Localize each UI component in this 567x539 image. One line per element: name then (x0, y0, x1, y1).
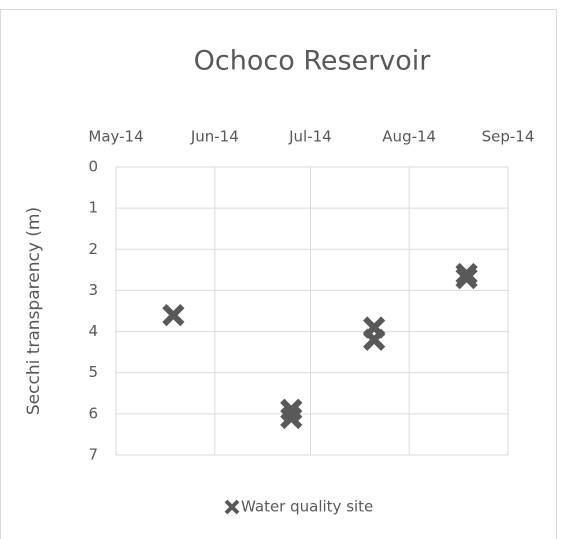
x-tick-label: Aug-14 (382, 128, 436, 146)
chart-title: Ochoco Reservoir (194, 46, 432, 77)
y-axis-label: Secchi transparency (m) (24, 207, 44, 415)
x-tick-label: Jul-14 (288, 128, 332, 146)
x-tick-label: Sep-14 (482, 128, 535, 146)
scatter-point (363, 328, 386, 351)
y-tick-label: 3 (88, 281, 98, 299)
y-tick-label: 5 (88, 363, 98, 381)
y-tick-label: 6 (88, 404, 98, 422)
scatter-point (280, 406, 303, 430)
scatter-point (162, 303, 185, 327)
scatter-point (455, 266, 478, 290)
legend-label: Water quality site (241, 498, 373, 516)
y-tick-label: 4 (88, 322, 98, 340)
y-tick-label: 1 (88, 199, 98, 217)
y-tick-label: 0 (88, 158, 98, 176)
y-tick-label: 7 (88, 446, 98, 464)
legend-marker (224, 499, 240, 515)
y-tick-label: 2 (88, 240, 98, 258)
x-tick-label: Jun-14 (190, 128, 239, 146)
x-tick-label: May-14 (88, 128, 143, 146)
